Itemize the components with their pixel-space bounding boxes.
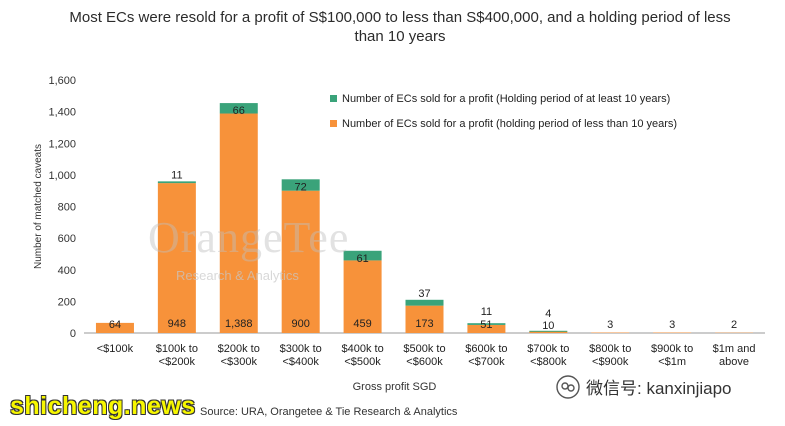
- x-tick-label: <$500k: [344, 356, 381, 368]
- bar-segment-at-least-10y: [157, 181, 196, 184]
- y-tick-label: 400: [58, 265, 76, 277]
- data-label-less-than-10y: 459: [353, 318, 371, 330]
- bar-segment-at-least-10y: [405, 299, 444, 306]
- source-note: Source: URA, Orangetee & Tie Research & …: [200, 406, 458, 418]
- wechat-icon: [556, 374, 580, 399]
- data-label-less-than-10y: 1,388: [225, 318, 253, 330]
- bar-segment-less-than-10y: [281, 190, 320, 333]
- x-tick-label: $800k to: [589, 343, 631, 355]
- x-tick-label: <$700k: [468, 356, 505, 368]
- bar-segment-at-least-10y: [281, 179, 320, 191]
- x-tick-label: $100k to: [156, 343, 198, 355]
- data-label-less-than-10y: 900: [292, 318, 310, 330]
- x-tick-label: $700k to: [527, 343, 569, 355]
- data-label-at-least-10y: 11: [481, 306, 492, 318]
- x-tick-label: $300k to: [280, 343, 322, 355]
- legend-swatch: [330, 95, 337, 102]
- x-tick-label: <$1m: [658, 356, 686, 368]
- y-tick-label: 1,400: [48, 107, 76, 119]
- data-label-less-than-10y: 3: [607, 319, 613, 331]
- x-tick-label: $500k to: [403, 343, 445, 355]
- bar-segment-at-least-10y: [343, 250, 382, 261]
- x-tick-label: $400k to: [341, 343, 383, 355]
- x-tick-label: <$900k: [592, 356, 629, 368]
- y-tick-label: 1,600: [48, 75, 76, 87]
- x-tick-label: <$100k: [97, 343, 134, 355]
- x-tick-label: above: [719, 356, 749, 368]
- x-tick-label: <$600k: [406, 356, 443, 368]
- x-tick-label: $900k to: [651, 343, 693, 355]
- x-tick-label: $1m and: [713, 343, 756, 355]
- x-tick-label: <$400k: [282, 356, 319, 368]
- legend-swatch: [330, 120, 337, 127]
- x-axis-label: Gross profit SGD: [353, 381, 437, 393]
- x-tick-label: $600k to: [465, 343, 507, 355]
- data-label-at-least-10y: 4: [545, 308, 551, 320]
- legend-label: Number of ECs sold for a profit (holding…: [342, 118, 677, 130]
- legend-label: Number of ECs sold for a profit (Holding…: [342, 93, 670, 105]
- x-tick-label: $200k to: [218, 343, 260, 355]
- x-tick-label: <$800k: [530, 356, 567, 368]
- bar-segment-at-least-10y: [529, 330, 568, 332]
- bar-segment-less-than-10y: [219, 113, 258, 334]
- data-label-less-than-10y: 64: [109, 319, 121, 331]
- orangetee-watermark: OrangeTee: [148, 213, 350, 262]
- bar-segment-less-than-10y: [343, 260, 382, 333]
- data-label-at-least-10y: 61: [356, 253, 368, 265]
- data-label-at-least-10y: 11: [171, 169, 182, 181]
- data-label-at-least-10y: 72: [295, 181, 307, 193]
- bar-segment-at-least-10y: [467, 323, 506, 325]
- bar-segment-at-least-10y: [219, 103, 258, 114]
- x-tick-label: <$300k: [221, 356, 258, 368]
- data-label-less-than-10y: 2: [731, 319, 737, 331]
- data-label-less-than-10y: 948: [168, 318, 186, 330]
- data-label-less-than-10y: 51: [480, 319, 492, 331]
- data-label-less-than-10y: 10: [542, 320, 554, 332]
- wechat-watermark: 微信号: kanxinjiapo: [556, 374, 732, 399]
- bar-segment-less-than-10y: [157, 183, 196, 333]
- y-tick-label: 600: [58, 233, 76, 245]
- data-label-at-least-10y: 37: [418, 288, 430, 300]
- bar-segment-less-than-10y: [529, 331, 568, 333]
- chart-title: Most ECs were resold for a profit of S$1…: [69, 9, 731, 45]
- data-label-less-than-10y: 173: [415, 318, 433, 330]
- site-watermark: shicheng.news: [10, 392, 196, 420]
- bar-segment-less-than-10y: [405, 305, 444, 333]
- y-tick-label: 1,000: [48, 170, 76, 182]
- y-tick-label: 0: [70, 328, 76, 340]
- data-label-less-than-10y: 3: [669, 319, 675, 331]
- y-tick-label: 200: [58, 296, 76, 308]
- y-tick-label: 1,200: [48, 138, 76, 150]
- y-axis-label: Number of matched caveats: [33, 144, 44, 269]
- x-tick-label: <$200k: [159, 356, 196, 368]
- bar-segment-less-than-10y: [95, 322, 134, 333]
- data-label-at-least-10y: 66: [233, 105, 245, 117]
- orangetee-watermark-subtitle: Research & Analytics: [176, 268, 299, 283]
- wechat-id: 微信号: kanxinjiapo: [586, 379, 732, 398]
- bar-segment-less-than-10y: [467, 324, 506, 333]
- y-tick-label: 800: [58, 202, 76, 214]
